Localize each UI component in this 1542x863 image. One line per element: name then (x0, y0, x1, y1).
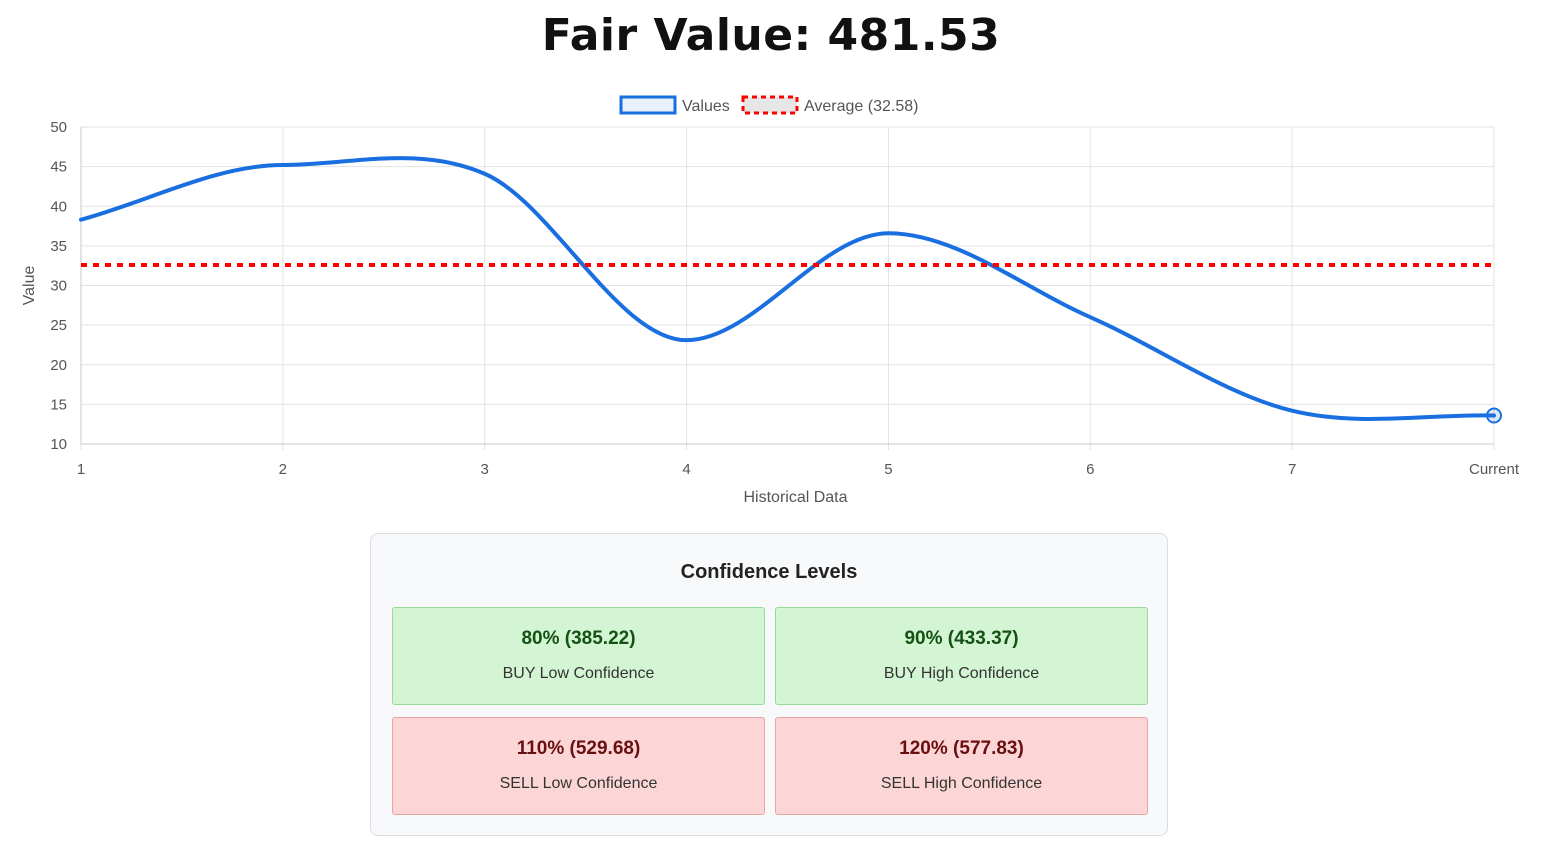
x-tick-label: 6 (1086, 461, 1094, 478)
confidence-card-buy-high: 90% (433.37) BUY High Confidence (775, 607, 1148, 705)
x-tick-label: 1 (77, 461, 85, 478)
confidence-card-label: SELL Low Confidence (499, 775, 658, 792)
confidence-card-value: 90% (433.37) (904, 628, 1019, 649)
data-point (1486, 407, 1502, 424)
confidence-title: Confidence Levels (680, 561, 858, 583)
x-tick-label: 5 (884, 461, 892, 478)
confidence-card-sell-low: 110% (529.68) SELL Low Confidence (392, 717, 765, 815)
page-title: Fair Value: 481.53 (541, 10, 1001, 61)
confidence-card-label: SELL High Confidence (880, 775, 1043, 792)
legend-swatch-average (741, 95, 799, 115)
y-tick-label: 45 (50, 159, 67, 176)
y-tick-label: 20 (50, 357, 67, 374)
series-line-values (79, 156, 1496, 422)
confidence-card-buy-low: 80% (385.22) BUY Low Confidence (392, 607, 765, 705)
x-tick-label: Current (1469, 461, 1520, 478)
y-axis-title: Value (21, 266, 38, 306)
y-tick-label: 35 (50, 238, 67, 255)
confidence-card-sell-high: 120% (577.83) SELL High Confidence (775, 717, 1148, 815)
y-tick-label: 10 (50, 436, 67, 453)
confidence-card-value: 110% (529.68) (516, 738, 641, 759)
x-axis-title: Historical Data (743, 489, 847, 506)
confidence-card-value: 80% (385.22) (521, 628, 636, 649)
legend-swatch-values (619, 95, 677, 115)
y-tick-label: 40 (50, 198, 67, 215)
legend-label-values: Values (682, 98, 730, 115)
x-tick-label: 4 (682, 461, 690, 478)
x-tick-label: 2 (279, 461, 287, 478)
confidence-panel: Confidence Levels 80% (385.22) BUY Low C… (370, 533, 1168, 836)
confidence-card-value: 120% (577.83) (899, 738, 1024, 759)
y-tick-label: 30 (50, 278, 67, 295)
confidence-card-label: BUY High Confidence (883, 665, 1040, 682)
x-tick-label: 7 (1288, 461, 1296, 478)
y-tick-label: 50 (50, 119, 67, 136)
y-tick-label: 15 (50, 396, 67, 413)
legend-label-average: Average (32.58) (804, 98, 918, 115)
y-tick-label: 25 (50, 317, 67, 334)
confidence-card-label: BUY Low Confidence (502, 665, 655, 682)
x-tick-label: 3 (481, 461, 489, 478)
